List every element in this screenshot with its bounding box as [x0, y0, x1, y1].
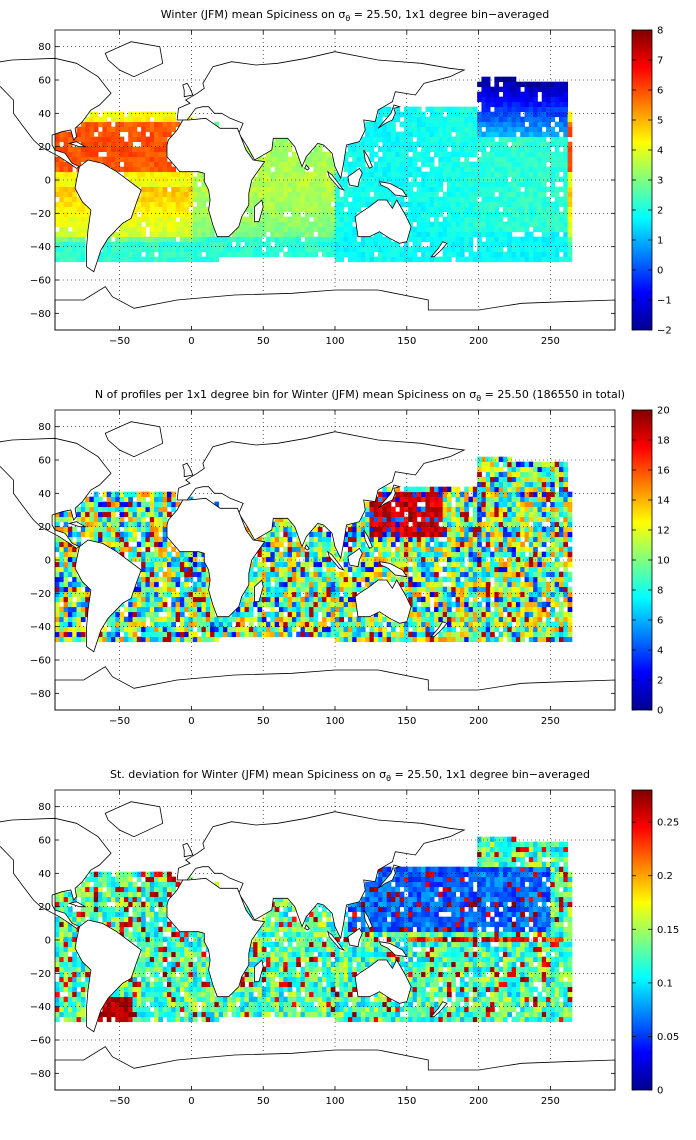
- colorbar-tick-label: 14: [657, 496, 670, 507]
- colorbar-tick-label: 8: [657, 586, 663, 597]
- colorbar-tick-label: 0: [657, 266, 663, 277]
- x-tick-label: 200: [469, 716, 488, 727]
- colorbar-tick-label: −2: [657, 326, 672, 337]
- y-tick-label: 20: [38, 522, 51, 533]
- data-cells: [55, 76, 573, 263]
- y-tick-label: −80: [30, 689, 51, 700]
- colorbar-tick-label: 16: [657, 466, 670, 477]
- x-tick-label: 0: [188, 716, 194, 727]
- colorbar-tick-label: −1: [657, 296, 672, 307]
- panel-profile-count: N of profiles per 1x1 degree bin for Win…: [0, 388, 670, 727]
- y-tick-label: 20: [38, 902, 51, 913]
- colorbar-tick-label: 2: [657, 206, 663, 217]
- panel-title: St. deviation for Winter (JFM) mean Spic…: [110, 768, 590, 783]
- colorbar-tick-label: 7: [657, 56, 663, 67]
- y-tick-label: 80: [38, 42, 51, 53]
- colorbar-tick-label: 0.25: [657, 818, 679, 829]
- colorbar-tick-label: 6: [657, 86, 663, 97]
- x-tick-label: 100: [325, 336, 344, 347]
- colorbar-tick-label: 6: [657, 616, 663, 627]
- panel-spiciness-stdev: St. deviation for Winter (JFM) mean Spic…: [0, 768, 679, 1107]
- y-tick-label: 0: [45, 936, 51, 947]
- colorbar-tick-label: 1: [657, 236, 663, 247]
- y-tick-label: 60: [38, 836, 51, 847]
- y-tick-label: −60: [30, 1036, 51, 1047]
- colorbar-tick-label: 12: [657, 526, 670, 537]
- y-tick-label: 0: [45, 176, 51, 187]
- coastlines: [0, 801, 616, 1091]
- colorbar-tick-label: 0.15: [657, 925, 679, 936]
- x-tick-label: 250: [541, 716, 560, 727]
- y-tick-label: 80: [38, 802, 51, 813]
- x-tick-label: −50: [109, 1096, 130, 1107]
- y-tick-label: −40: [30, 242, 51, 253]
- x-tick-label: 200: [469, 336, 488, 347]
- colorbar-tick-label: 2: [657, 676, 663, 687]
- x-tick-label: 100: [325, 716, 344, 727]
- y-tick-label: −60: [30, 656, 51, 667]
- x-tick-label: 50: [257, 336, 270, 347]
- panel-title: N of profiles per 1x1 degree bin for Win…: [95, 388, 625, 403]
- data-cells: [55, 456, 573, 643]
- colorbar: 8 7 6 5 4 3 2 1 0 −1 −2: [631, 26, 672, 337]
- y-tick-label: −20: [30, 969, 51, 980]
- y-tick-label: 40: [38, 869, 51, 880]
- data-cells: [55, 836, 573, 1023]
- y-tick-label: 0: [45, 556, 51, 567]
- x-tick-label: −50: [109, 336, 130, 347]
- colorbar-tick-label: 8: [657, 26, 663, 37]
- x-tick-label: 250: [541, 336, 560, 347]
- x-tick-label: 0: [188, 336, 194, 347]
- coastlines: [0, 41, 616, 331]
- y-tick-label: 20: [38, 142, 51, 153]
- y-tick-label: −80: [30, 309, 51, 320]
- colorbar-tick-label: 0.2: [657, 871, 673, 882]
- colorbar-gradient: [631, 789, 653, 1091]
- x-tick-label: 0: [188, 1096, 194, 1107]
- colorbar-tick-label: 0.1: [657, 978, 673, 989]
- colorbar-tick-label: 4: [657, 146, 663, 157]
- colorbar-tick-label: 3: [657, 176, 663, 187]
- x-tick-label: 150: [397, 336, 416, 347]
- y-tick-label: 40: [38, 489, 51, 500]
- y-tick-label: 40: [38, 109, 51, 120]
- colorbar-tick-label: 18: [657, 436, 670, 447]
- y-tick-label: −20: [30, 589, 51, 600]
- x-tick-label: 250: [541, 1096, 560, 1107]
- x-tick-label: 100: [325, 1096, 344, 1107]
- y-tick-label: −40: [30, 1002, 51, 1013]
- colorbar-tick-label: 10: [657, 556, 670, 567]
- colorbar-tick-label: 0.05: [657, 1032, 679, 1043]
- x-tick-label: 150: [397, 1096, 416, 1107]
- colorbar: 0.25 0.2 0.15 0.1 0.05 0: [631, 789, 679, 1097]
- y-tick-label: 60: [38, 76, 51, 87]
- y-tick-label: −60: [30, 276, 51, 287]
- x-tick-label: −50: [109, 716, 130, 727]
- x-tick-label: 150: [397, 716, 416, 727]
- panel-spiciness-mean: Winter (JFM) mean Spiciness on σθ = 25.5…: [0, 8, 672, 347]
- colorbar-tick-label: 4: [657, 646, 663, 657]
- y-tick-label: −20: [30, 209, 51, 220]
- colorbar-tick-label: 0: [657, 1086, 663, 1097]
- y-tick-label: −80: [30, 1069, 51, 1080]
- panel-title: Winter (JFM) mean Spiciness on σθ = 25.5…: [161, 8, 550, 23]
- y-tick-label: 60: [38, 456, 51, 467]
- colorbar-tick-label: 20: [657, 406, 670, 417]
- colorbar-tick-label: 5: [657, 116, 663, 127]
- colorbar-tick-label: 0: [657, 706, 663, 717]
- x-tick-label: 200: [469, 1096, 488, 1107]
- y-tick-label: 80: [38, 422, 51, 433]
- x-tick-label: 50: [257, 716, 270, 727]
- y-tick-label: −40: [30, 622, 51, 633]
- x-tick-label: 50: [257, 1096, 270, 1107]
